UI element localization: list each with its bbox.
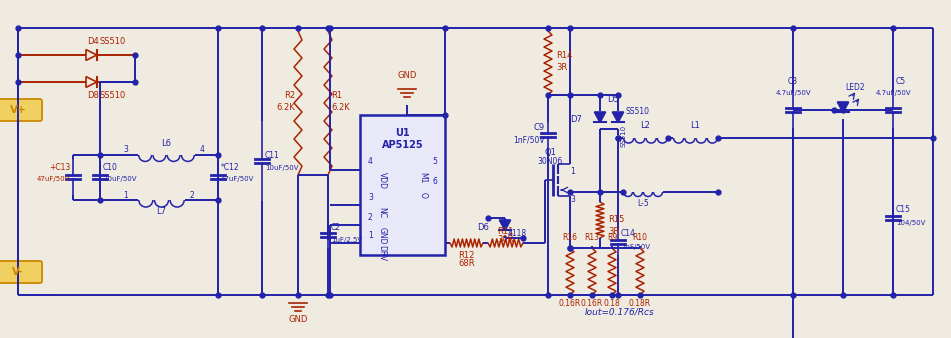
- Text: 6: 6: [432, 177, 437, 187]
- Text: *C12: *C12: [221, 163, 240, 171]
- Text: +C13: +C13: [49, 163, 70, 171]
- Text: L1: L1: [690, 121, 701, 130]
- Text: L7: L7: [157, 208, 166, 217]
- Text: VDD: VDD: [378, 172, 386, 189]
- FancyBboxPatch shape: [0, 261, 42, 283]
- Text: SS510: SS510: [626, 107, 650, 117]
- Polygon shape: [612, 112, 624, 122]
- Text: 1: 1: [368, 231, 373, 240]
- Text: 6.2K: 6.2K: [331, 103, 350, 113]
- Text: R1: R1: [331, 92, 342, 100]
- Text: C3: C3: [788, 77, 798, 87]
- Text: 0.16R: 0.16R: [559, 299, 581, 309]
- Text: D6: D6: [477, 223, 489, 233]
- Text: C10: C10: [103, 163, 118, 171]
- Text: 2: 2: [368, 213, 373, 221]
- Text: 3R: 3R: [608, 226, 619, 236]
- Text: 10uF/50V: 10uF/50V: [265, 165, 299, 171]
- Text: R9: R9: [607, 234, 617, 242]
- Text: R11: R11: [497, 226, 514, 236]
- Text: 68R: 68R: [458, 260, 475, 268]
- Text: Q1: Q1: [544, 147, 556, 156]
- Text: 1nF/50V: 1nF/50V: [621, 244, 650, 250]
- Text: 4.7uF/50V: 4.7uF/50V: [775, 90, 811, 96]
- Text: 1nF/50V: 1nF/50V: [514, 136, 545, 145]
- Text: 4118: 4118: [508, 230, 527, 239]
- Text: Iout=0.176/Rcs: Iout=0.176/Rcs: [585, 308, 655, 316]
- Text: D8: D8: [87, 92, 99, 100]
- Text: 3: 3: [570, 195, 574, 204]
- Polygon shape: [499, 220, 511, 231]
- Text: U1: U1: [396, 128, 410, 138]
- Text: 47uF/50V: 47uF/50V: [37, 176, 70, 182]
- Text: SS510: SS510: [100, 92, 126, 100]
- Text: C9: C9: [534, 122, 545, 131]
- Text: L6: L6: [162, 139, 171, 147]
- Text: 6.2K: 6.2K: [276, 103, 295, 113]
- Text: R13: R13: [585, 234, 599, 242]
- Text: 4: 4: [368, 158, 373, 167]
- Polygon shape: [838, 102, 848, 113]
- Text: 0.16R: 0.16R: [581, 299, 603, 309]
- Text: AP5125: AP5125: [381, 140, 423, 150]
- Text: M1: M1: [418, 172, 428, 184]
- Text: C11: C11: [265, 151, 280, 161]
- Text: V+: V+: [10, 105, 27, 115]
- Text: 4.7uF/50V: 4.7uF/50V: [875, 90, 911, 96]
- Text: R14: R14: [556, 51, 573, 61]
- Text: 3: 3: [123, 145, 128, 154]
- Text: 0.18R: 0.18R: [629, 299, 651, 309]
- Text: L-5: L-5: [637, 199, 649, 209]
- Text: 104/50V: 104/50V: [896, 220, 925, 226]
- Text: R10: R10: [632, 234, 648, 242]
- Text: SS510: SS510: [620, 125, 626, 147]
- Text: L2: L2: [641, 121, 650, 130]
- Text: 2: 2: [190, 191, 195, 199]
- Text: 1uF/2.5V: 1uF/2.5V: [331, 237, 362, 243]
- Text: 1: 1: [570, 168, 574, 176]
- Text: 30N06: 30N06: [537, 158, 563, 167]
- Text: GND: GND: [378, 227, 386, 244]
- Text: 0.18: 0.18: [604, 299, 620, 309]
- Text: 4: 4: [200, 145, 204, 154]
- Text: R12: R12: [458, 250, 475, 260]
- Text: 10uF/50V: 10uF/50V: [103, 176, 137, 182]
- Text: R15: R15: [608, 216, 625, 224]
- Text: C2: C2: [331, 222, 341, 232]
- Text: LED2: LED2: [845, 83, 864, 93]
- Text: R2: R2: [284, 92, 295, 100]
- Text: 3R: 3R: [556, 64, 567, 72]
- Text: O: O: [418, 192, 428, 198]
- Text: 3: 3: [368, 193, 373, 201]
- Text: SS510: SS510: [100, 37, 126, 46]
- Text: 30R: 30R: [497, 235, 514, 243]
- Text: NC: NC: [378, 207, 386, 218]
- Text: 1: 1: [124, 191, 128, 199]
- Text: C15: C15: [896, 206, 911, 215]
- Polygon shape: [594, 112, 606, 122]
- Text: 47uF/50V: 47uF/50V: [221, 176, 254, 182]
- Bar: [360, 115, 445, 255]
- Text: GND: GND: [398, 71, 417, 79]
- Text: DRV: DRV: [378, 245, 386, 261]
- Text: R16: R16: [562, 234, 577, 242]
- Text: GND: GND: [288, 314, 308, 323]
- Text: C14: C14: [621, 230, 636, 239]
- FancyBboxPatch shape: [0, 99, 42, 121]
- Text: C5: C5: [896, 77, 906, 87]
- Text: D7: D7: [571, 116, 582, 124]
- Text: 5: 5: [432, 158, 437, 167]
- Text: D5: D5: [607, 96, 619, 104]
- Text: D4: D4: [87, 37, 99, 46]
- Text: V-: V-: [12, 267, 24, 277]
